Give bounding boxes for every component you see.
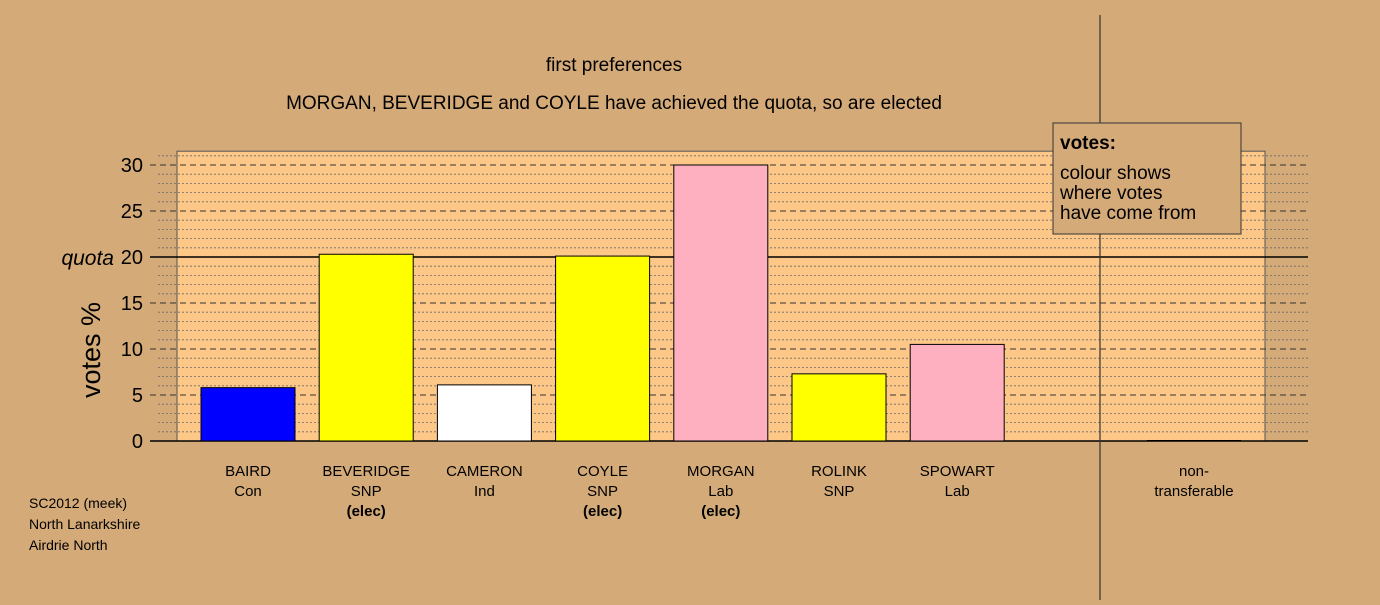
y-tick-label: 30 <box>121 155 143 177</box>
candidate-party: Ind <box>474 483 495 500</box>
candidate-party: SNP <box>587 483 618 500</box>
bar-morgan <box>673 164 769 442</box>
chart-subtitle: MORGAN, BEVERIDGE and COYLE have achieve… <box>286 93 942 114</box>
bar-coyle <box>555 255 651 442</box>
bar-spowart <box>909 343 1005 442</box>
candidate-party: Lab <box>945 483 970 500</box>
candidate-name: BAIRD <box>225 463 271 480</box>
legend-title: votes: <box>1060 133 1116 154</box>
bar-rolink <box>791 373 887 442</box>
nontransferable-label-line2: transferable <box>1154 483 1233 500</box>
candidate-name: BEVERIDGE <box>322 463 410 480</box>
bar-beveridge <box>318 253 414 442</box>
candidate-status: (elec) <box>583 503 622 520</box>
y-axis-label: votes % <box>76 302 106 398</box>
candidate-name: SPOWART <box>920 463 995 480</box>
candidate-party: SNP <box>824 483 855 500</box>
plot-area: 0 5 10 15 20 25 30 quota BAIRD Con BEVERIDGE SNP (el… <box>61 15 1308 600</box>
bar-nontransferable <box>1147 440 1241 442</box>
candidate-name: COYLE <box>577 463 628 480</box>
candidate-status: (elec) <box>701 503 740 520</box>
bar-baird <box>200 387 296 442</box>
candidate-party: Con <box>234 483 262 500</box>
footer-council: North Lanarkshire <box>29 516 140 532</box>
y-tick-label: 20 <box>121 247 143 269</box>
candidate-party: Lab <box>708 483 733 500</box>
candidate-name: MORGAN <box>687 463 755 480</box>
legend-line: have come from <box>1060 203 1196 224</box>
y-tick-label: 0 <box>132 431 143 453</box>
chart-title: first preferences <box>546 55 682 76</box>
y-tick-label: 25 <box>121 201 143 223</box>
candidate-name: ROLINK <box>811 463 867 480</box>
legend-line: where votes <box>1059 183 1162 204</box>
candidate-name: CAMERON <box>446 463 523 480</box>
footer-source: SC2012 (meek) <box>29 495 127 511</box>
quota-label: quota <box>61 247 114 270</box>
nontransferable-label-line1: non- <box>1179 463 1209 480</box>
legend-box <box>1052 122 1242 235</box>
legend-line: colour shows <box>1060 163 1171 184</box>
y-tick-label: 15 <box>121 293 143 315</box>
candidate-party: SNP <box>351 483 382 500</box>
candidate-status: (elec) <box>347 503 386 520</box>
bar-cameron <box>436 384 532 442</box>
y-tick-label: 10 <box>121 339 143 361</box>
y-tick-label: 5 <box>132 385 143 407</box>
footer-ward: Airdrie North <box>29 537 108 553</box>
